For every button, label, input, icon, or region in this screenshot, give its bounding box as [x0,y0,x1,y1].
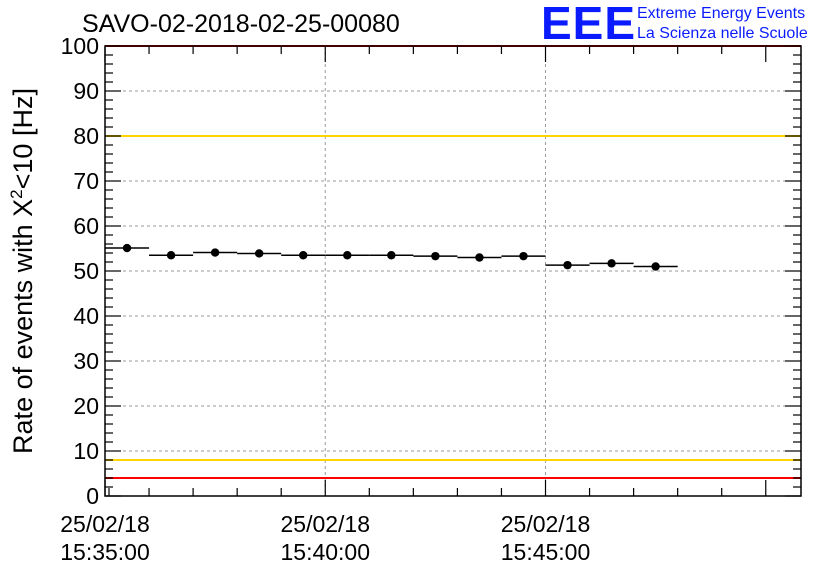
y-axis-label-sup: 2 [7,189,26,198]
y-tick-label: 30 [73,348,99,374]
logo-letters: EEE [541,0,637,49]
data-point [651,262,660,271]
data-point [122,243,132,253]
x-tick-label-date: 25/02/18 [280,511,370,537]
x-tick-label-date: 25/02/18 [501,511,591,537]
x-tick-label-time: 15:40:00 [280,539,370,565]
chart-title: SAVO-02-2018-02-25-00080 [82,10,400,38]
data-point [431,251,440,261]
y-tick-label: 60 [73,213,99,239]
y-tick-label: 80 [73,123,99,149]
y-tick-label: 50 [73,258,99,284]
logo-line-2: La Scienza nelle Scuole [637,25,808,42]
y-axis-label: Rate of events with X2<10 [Hz] [7,88,38,454]
x-tick-label-time: 15:45:00 [501,539,591,565]
data-point [254,249,264,258]
data-point [166,251,176,260]
data-point [299,251,308,260]
y-tick-label: 100 [61,33,99,59]
y-tick-label: 10 [73,438,99,464]
y-axis-label-tail: <10 [Hz] [8,88,38,189]
y-tick-label: 40 [73,303,99,329]
y-tick-label: 90 [73,78,99,104]
data-point [607,259,616,268]
y-tick-label: 20 [73,393,99,419]
data-point [343,251,352,260]
y-tick-label: 70 [73,168,99,194]
eee-logo: EEE Extreme Energy Events La Scienza nel… [541,0,831,49]
logo-line-1: Extreme Energy Events [637,5,806,22]
y-axis-label-base: Rate of events with X [8,199,38,454]
data-point [519,251,528,261]
x-tick-label-date: 25/02/18 [60,511,150,537]
data-point [387,251,396,260]
data-point [475,253,484,262]
x-tick-label-time: 15:35:00 [60,539,150,565]
y-tick-label: 0 [86,483,99,509]
data-point [563,260,572,270]
data-point [210,248,220,257]
